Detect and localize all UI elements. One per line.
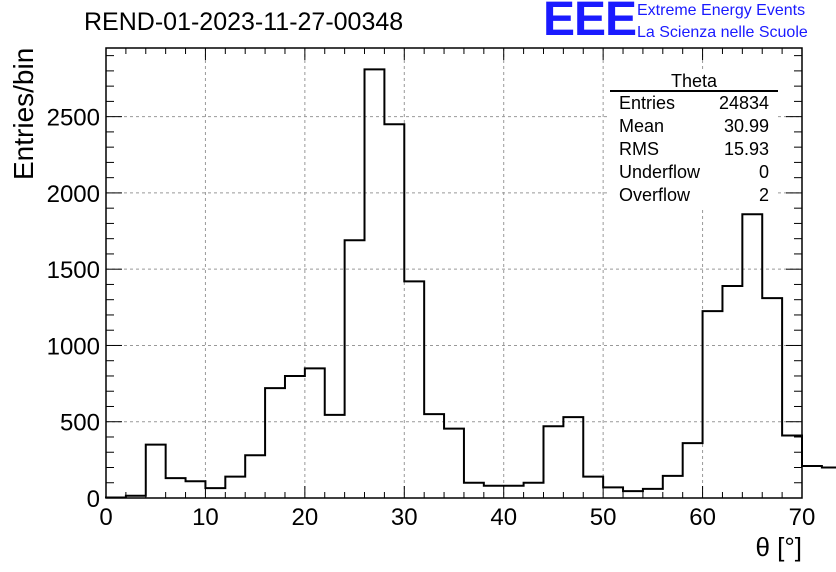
histogram-bin xyxy=(802,466,822,498)
histogram-layer xyxy=(105,68,836,499)
y-tick-label: 1000 xyxy=(47,333,100,360)
histogram-bin xyxy=(245,455,265,498)
histogram-bin xyxy=(742,214,762,498)
histogram-bin xyxy=(543,426,563,498)
x-tick-label: 30 xyxy=(391,504,418,531)
stats-value: 30.99 xyxy=(723,116,769,136)
stats-label: Overflow xyxy=(619,185,691,205)
histogram-bin xyxy=(325,415,345,498)
y-tick-label: 2000 xyxy=(47,181,100,208)
stats-label: RMS xyxy=(619,139,659,159)
y-tick-label: 0 xyxy=(87,486,100,513)
histogram-outline xyxy=(105,68,836,499)
x-tick-label: 0 xyxy=(99,504,112,531)
histogram-bin xyxy=(722,286,742,498)
logo-caption-line1: Extreme Energy Events xyxy=(637,2,806,19)
x-tick-label: 60 xyxy=(689,504,716,531)
run-title: REND-01-2023-11-27-00348 xyxy=(84,8,404,36)
histogram-bin xyxy=(822,467,836,498)
histogram-bin xyxy=(703,311,723,498)
logo-caption-line2: La Scienza nelle Scuole xyxy=(637,24,808,41)
histogram-bin xyxy=(166,478,186,498)
histogram-bin xyxy=(305,368,325,498)
histogram-bin xyxy=(186,481,206,498)
histogram-bin xyxy=(762,298,782,498)
stats-row-overflow: Overflow 2 xyxy=(610,184,778,207)
histogram-bin xyxy=(285,376,305,498)
histogram-bin xyxy=(643,489,663,498)
stats-label: Underflow xyxy=(619,162,701,182)
y-axis-label: Entries/bin xyxy=(8,47,39,180)
eee-logo: EEE xyxy=(543,0,637,46)
x-tick-label: 70 xyxy=(789,504,816,531)
histogram-bin xyxy=(404,281,424,498)
histogram-bin xyxy=(603,487,623,498)
x-axis-label: θ [°] xyxy=(755,532,802,562)
y-tick-label: 1500 xyxy=(47,257,100,284)
histogram-bin xyxy=(623,491,643,498)
histogram-bin xyxy=(384,124,404,498)
x-tick-label: 40 xyxy=(490,504,517,531)
histogram-bin xyxy=(365,69,385,498)
y-tick-label: 500 xyxy=(60,410,100,437)
histogram-bin xyxy=(583,477,603,498)
histogram-bin xyxy=(782,435,802,498)
histogram-bin xyxy=(683,443,703,498)
histogram-bin xyxy=(504,486,524,498)
histogram-bin xyxy=(484,486,504,498)
x-tick-label: 20 xyxy=(292,504,319,531)
stats-value: 24834 xyxy=(718,93,769,113)
histogram-bin xyxy=(225,477,245,498)
stats-value: 15.93 xyxy=(723,139,769,159)
histogram-bin xyxy=(345,240,365,498)
stats-row-mean: Mean 30.99 xyxy=(610,115,778,138)
stats-label: Entries xyxy=(619,93,676,113)
stats-row-rms: RMS 15.93 xyxy=(610,138,778,161)
histogram-bin xyxy=(524,483,544,498)
stats-label: Mean xyxy=(619,116,665,136)
stats-row-entries: Entries 24834 xyxy=(610,92,778,115)
stats-box: Theta Entries 24834 Mean 30.99 RMS 15.93… xyxy=(610,70,778,207)
x-tick-label: 50 xyxy=(590,504,617,531)
plot-frame xyxy=(105,47,803,499)
histogram-bin xyxy=(444,429,464,498)
histogram-bin xyxy=(464,483,484,498)
stats-title: Theta xyxy=(610,70,778,92)
histogram-bin xyxy=(663,476,683,498)
histogram-bin xyxy=(563,417,583,498)
stats-value: 0 xyxy=(758,162,769,182)
y-tick-label: 2500 xyxy=(47,105,100,132)
histogram-bin xyxy=(205,488,225,498)
stats-value: 2 xyxy=(758,185,769,205)
stats-row-underflow: Underflow 0 xyxy=(610,161,778,184)
x-tick-label: 10 xyxy=(192,504,219,531)
histogram-bin xyxy=(265,388,285,498)
axis-layer xyxy=(105,47,803,499)
histogram-bin xyxy=(424,414,444,498)
histogram-bin xyxy=(146,445,166,498)
